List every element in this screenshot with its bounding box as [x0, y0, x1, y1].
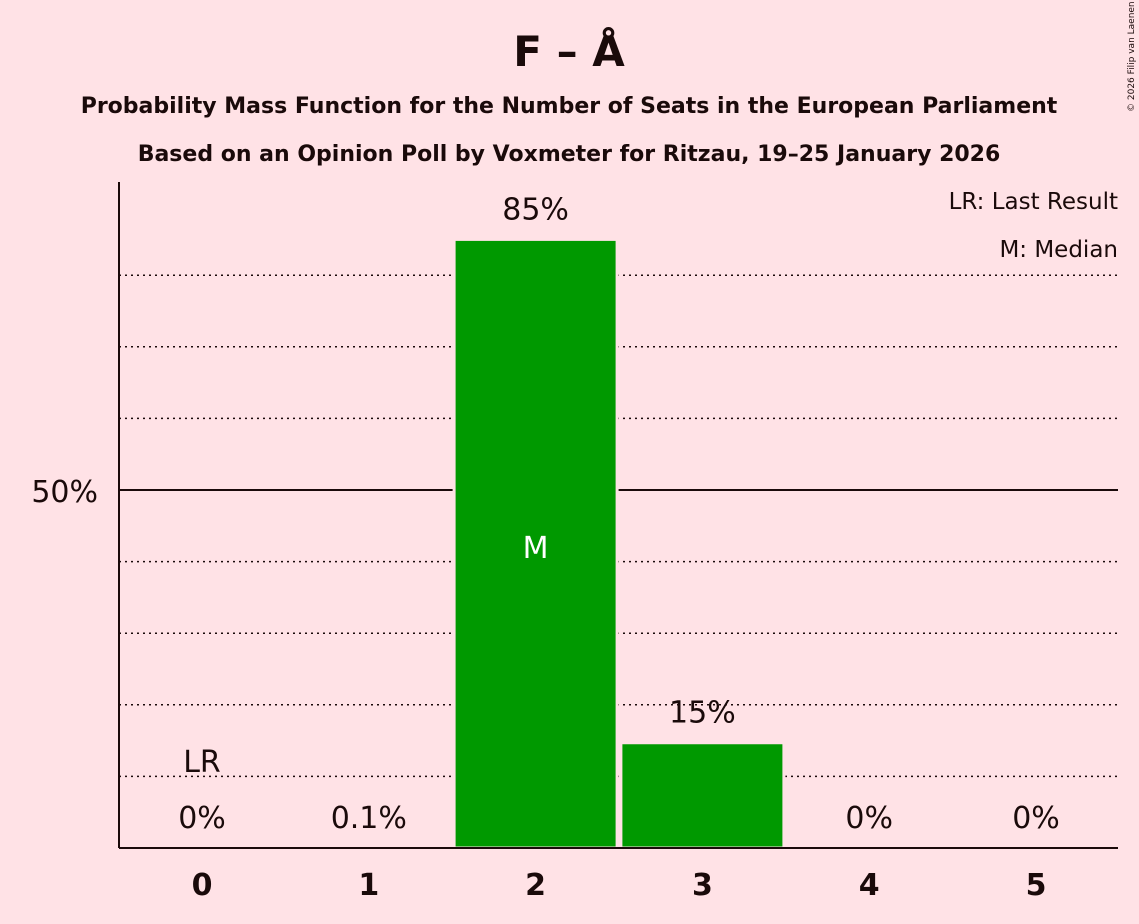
legend-last-result: LR: Last Result — [949, 189, 1118, 215]
x-tick-1: 1 — [358, 868, 379, 903]
value-label-5: 0% — [1012, 801, 1060, 836]
bar-2 — [452, 237, 619, 850]
last-result-marker: LR — [183, 745, 221, 780]
bar-3 — [619, 741, 786, 850]
chart-subtitle-2: Based on an Opinion Poll by Voxmeter for… — [138, 142, 1001, 167]
value-label-2: 85% — [502, 192, 569, 227]
value-label-3: 15% — [669, 696, 736, 731]
x-tick-0: 0 — [192, 868, 213, 903]
chart-title: F – Å — [513, 26, 625, 76]
copyright: © 2026 Filip van Laenen — [1127, 1, 1137, 112]
value-label-0: 0% — [178, 801, 226, 836]
legend-median: M: Median — [999, 237, 1118, 263]
median-marker: M — [523, 531, 549, 566]
y-tick-label: 50% — [31, 475, 98, 510]
x-tick-4: 4 — [859, 868, 880, 903]
value-label-1: 0.1% — [331, 801, 407, 836]
x-tick-5: 5 — [1026, 868, 1047, 903]
x-tick-2: 2 — [525, 868, 546, 903]
chart-subtitle-1: Probability Mass Function for the Number… — [81, 94, 1058, 119]
x-tick-3: 3 — [692, 868, 713, 903]
value-label-4: 0% — [845, 801, 893, 836]
